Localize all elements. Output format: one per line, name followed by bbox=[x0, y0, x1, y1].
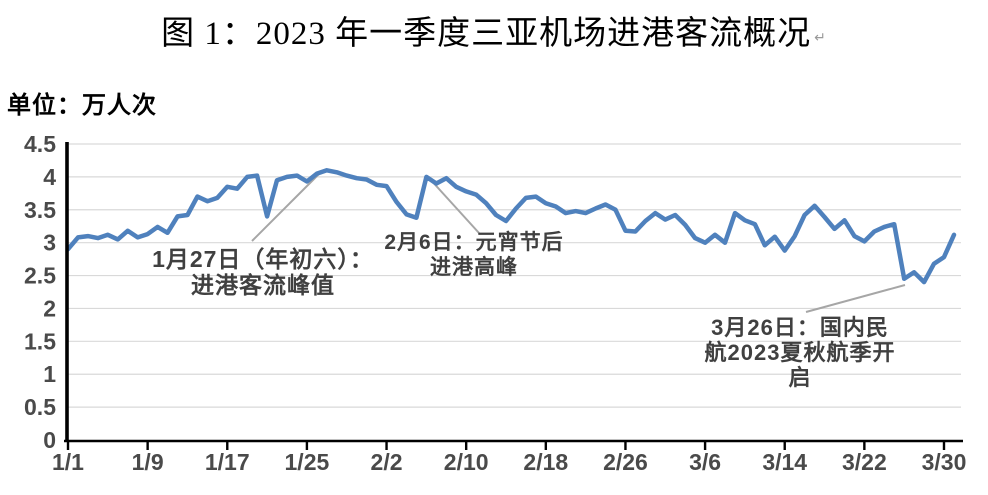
annotation-line: 3月26日：国内民 bbox=[711, 315, 889, 340]
passenger-flow-line bbox=[65, 168, 957, 285]
chart-title-text: 图 1：2023 年一季度三亚机场进港客流概况 bbox=[161, 16, 812, 52]
annotation-line: 2月6日：元宵节后 bbox=[384, 231, 564, 254]
annotation-3/26: 3月26日：国内民 航2023夏秋航季开启 bbox=[705, 315, 896, 390]
y-axis-label: 2 bbox=[43, 295, 56, 321]
annotation-leader-line bbox=[805, 284, 906, 313]
x-axis-label: 1/17 bbox=[205, 449, 250, 475]
paragraph-mark-icon: ↵ bbox=[814, 31, 827, 46]
y-axis-label: 1 bbox=[43, 361, 56, 387]
y-axis-label: 3 bbox=[43, 230, 56, 256]
x-axis-label: 3/22 bbox=[842, 449, 887, 475]
y-axis-label: 4.5 bbox=[24, 131, 56, 157]
x-axis-label: 3/14 bbox=[762, 449, 807, 475]
annotation-2/6: 2月6日：元宵节后 进港高峰 bbox=[384, 230, 563, 280]
unit-label: 单位：万人次 bbox=[7, 92, 157, 119]
x-axis-label: 2/10 bbox=[444, 449, 489, 475]
annotation-leader-line bbox=[251, 171, 322, 242]
annotation-line: 进港客流峰值 bbox=[191, 272, 335, 298]
chart-title: 图 1：2023 年一季度三亚机场进港客流概况 ↵ bbox=[0, 6, 988, 54]
x-axis-label: 2/18 bbox=[523, 449, 568, 475]
x-axis-label: 1/1 bbox=[52, 449, 84, 475]
y-axis-label: 4 bbox=[43, 164, 56, 190]
annotation-leader-line bbox=[428, 177, 480, 234]
y-axis-label: 3.5 bbox=[24, 197, 56, 223]
x-axis-label: 3/6 bbox=[689, 449, 721, 475]
annotation-line: 航2023夏秋航季开 bbox=[704, 340, 896, 365]
y-axis-label: 2.5 bbox=[24, 263, 56, 289]
y-axis-label: 1.5 bbox=[24, 328, 56, 354]
x-axis-label: 3/30 bbox=[922, 449, 967, 475]
x-axis-label: 1/25 bbox=[285, 449, 330, 475]
annotation-1/27: 1月27日（年初六）： 进港客流峰值 bbox=[152, 246, 374, 298]
x-axis-label: 2/26 bbox=[603, 449, 648, 475]
y-axis-label: 0 bbox=[43, 427, 56, 453]
x-axis-label: 2/2 bbox=[371, 449, 403, 475]
x-axis-label: 1/9 bbox=[132, 449, 164, 475]
y-axis-label: 0.5 bbox=[24, 394, 56, 420]
annotation-line: 进港高峰 bbox=[429, 256, 518, 279]
annotation-line: 1月27日（年初六）： bbox=[152, 246, 374, 272]
annotation-line: 启 bbox=[788, 365, 812, 390]
